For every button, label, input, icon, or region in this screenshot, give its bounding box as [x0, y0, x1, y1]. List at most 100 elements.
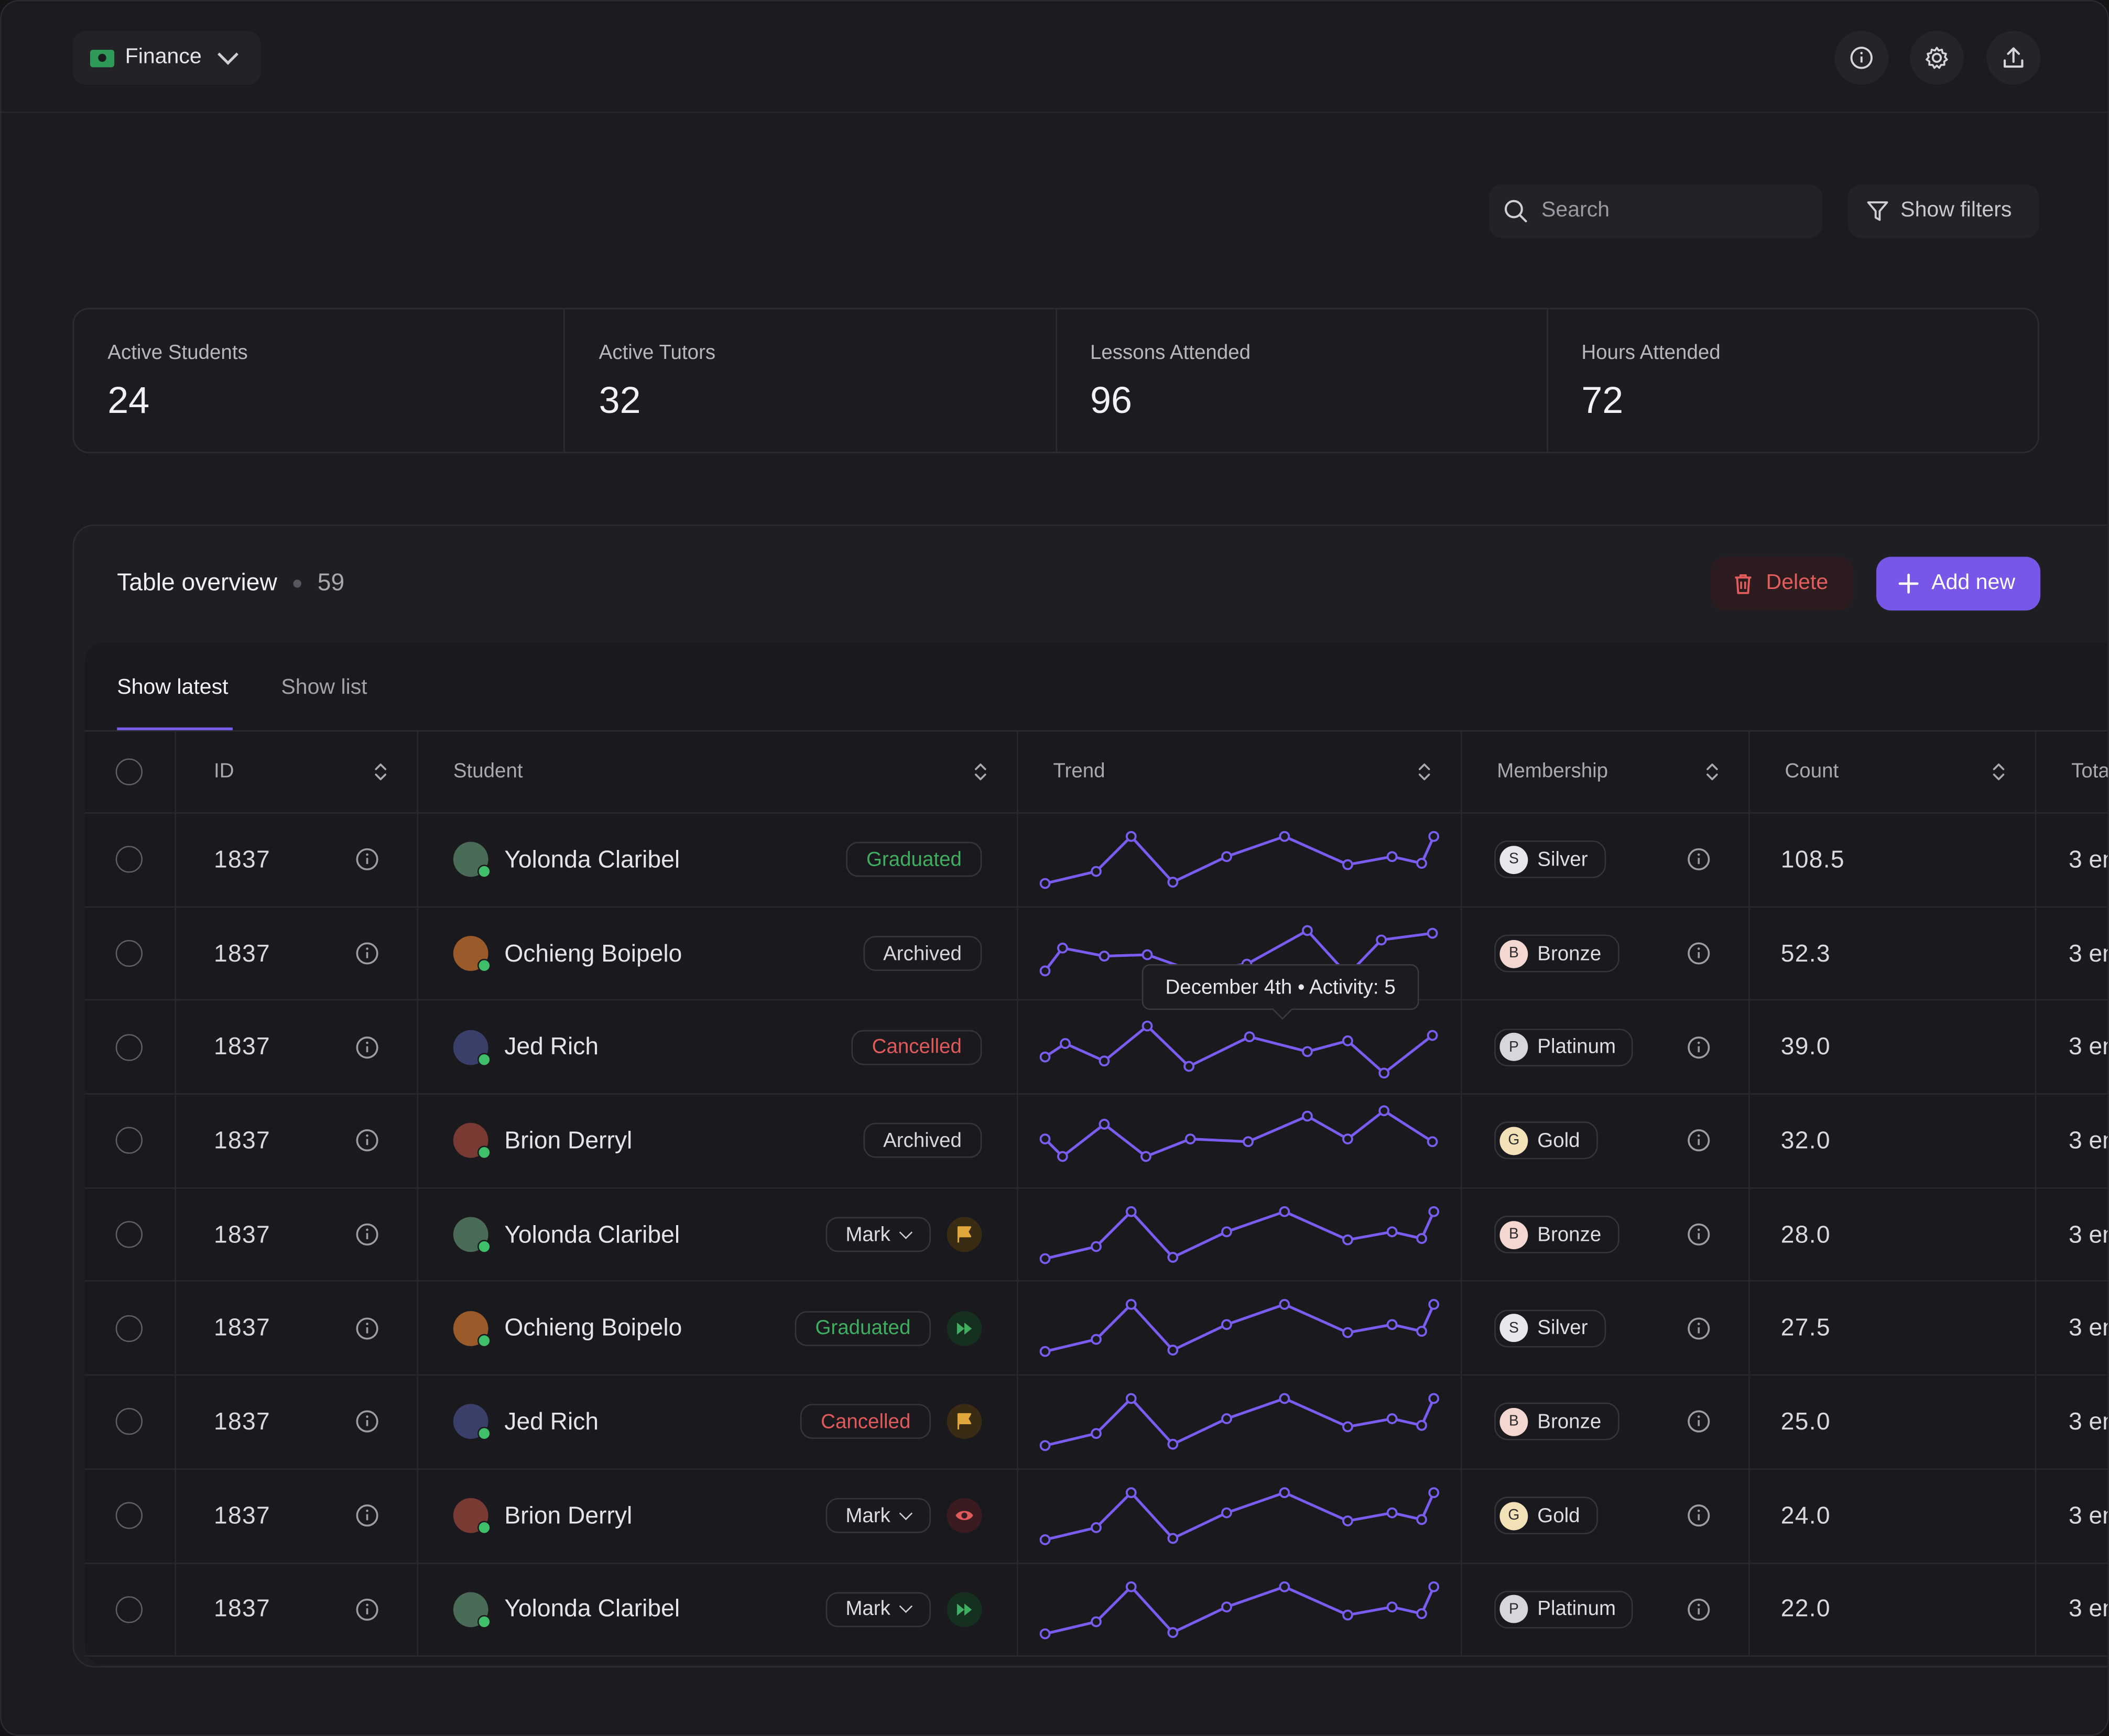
header-id[interactable]: ID	[176, 730, 419, 813]
flag-button[interactable]	[947, 1404, 982, 1440]
search-input[interactable]: Search	[1488, 184, 1823, 238]
row-checkbox[interactable]	[115, 1596, 143, 1623]
trend-sparkline[interactable]	[1018, 1469, 1462, 1564]
header-membership[interactable]: Membership	[1462, 730, 1750, 813]
stat-lessons-attended: Lessons Attended 96	[1057, 309, 1548, 452]
forward-button[interactable]	[947, 1311, 982, 1346]
tab-show-latest[interactable]: Show latest	[117, 676, 229, 700]
table-row[interactable]: 1837 Jed Rich Cancelled B Bronze	[84, 1375, 2108, 1470]
id-info-button[interactable]	[355, 1316, 379, 1347]
membership-info-button[interactable]	[1687, 848, 1711, 879]
forward-button[interactable]	[947, 1592, 982, 1627]
row-checkbox[interactable]	[115, 1221, 143, 1248]
header-trend[interactable]: Trend	[1018, 730, 1462, 813]
trend-point	[1099, 1056, 1110, 1067]
student-name[interactable]: Yolonda Claribel	[504, 1595, 680, 1622]
total-cell: 3 en	[2036, 1376, 2107, 1468]
eye-button[interactable]	[947, 1498, 982, 1533]
info-icon	[356, 1598, 378, 1621]
membership-info-button[interactable]	[1687, 1504, 1711, 1535]
table-row[interactable]: 1837 Brion Derryl Archived G Gold	[84, 1095, 2108, 1189]
student-name[interactable]: Ochieng Boipelo	[504, 939, 682, 966]
membership-info-button[interactable]	[1687, 1316, 1711, 1347]
id-info-button[interactable]	[355, 1504, 379, 1535]
trend-sparkline[interactable]	[1018, 1563, 1462, 1657]
header-total[interactable]: Tota	[2036, 730, 2107, 813]
table-row[interactable]: 1837 Jed Rich Cancelled P Platinum	[84, 1001, 2108, 1095]
id-info-button[interactable]	[355, 1129, 379, 1160]
membership-info-button[interactable]	[1687, 1597, 1711, 1628]
row-checkbox[interactable]	[115, 1409, 143, 1436]
table-row[interactable]: 1837 Yolonda Claribel Graduated S Silver	[84, 813, 2108, 908]
flag-button[interactable]	[947, 1217, 982, 1252]
status-area: Archived	[863, 1123, 982, 1159]
status-badge[interactable]: Mark	[825, 1592, 931, 1627]
table-row[interactable]: 1837 Ochieng Boipelo Archived B Bronze	[84, 907, 2108, 1001]
settings-button[interactable]	[1910, 31, 1964, 85]
tab-show-list[interactable]: Show list	[281, 676, 367, 700]
status-badge[interactable]: Mark	[825, 1498, 931, 1533]
id-info-button[interactable]	[355, 1222, 379, 1253]
membership-info-button[interactable]	[1687, 1410, 1711, 1441]
header-student[interactable]: Student	[418, 730, 1018, 813]
delete-button[interactable]: Delete	[1711, 556, 1854, 611]
trend-sparkline[interactable]	[1018, 1095, 1462, 1189]
row-checkbox[interactable]	[115, 846, 143, 874]
id-info-button[interactable]	[355, 848, 379, 879]
id-info-button[interactable]	[355, 1035, 379, 1066]
student-name[interactable]: Jed Rich	[504, 1407, 599, 1435]
row-checkbox[interactable]	[115, 1033, 143, 1061]
stat-label: Lessons Attended	[1090, 341, 1251, 365]
student-name[interactable]: Yolonda Claribel	[504, 1220, 680, 1248]
trend-point	[1125, 1300, 1137, 1311]
info-icon	[356, 1130, 378, 1152]
trend-point	[1142, 948, 1153, 960]
id-info-button[interactable]	[355, 1597, 379, 1628]
row-checkbox[interactable]	[115, 1127, 143, 1154]
row-checkbox[interactable]	[115, 940, 143, 967]
membership-info-button[interactable]	[1687, 1035, 1711, 1066]
student-name[interactable]: Jed Rich	[504, 1033, 599, 1060]
membership-info-button[interactable]	[1687, 941, 1711, 972]
membership-info-button[interactable]	[1687, 1222, 1711, 1253]
membership-letter: B	[1499, 939, 1528, 968]
workspace-switcher[interactable]: Finance	[72, 31, 261, 85]
info-button[interactable]	[1834, 31, 1889, 85]
trend-sparkline[interactable]	[1018, 1188, 1462, 1283]
id-info-button[interactable]	[355, 1410, 379, 1441]
trend-point	[1342, 1327, 1353, 1339]
membership-info-button[interactable]	[1687, 1129, 1711, 1160]
show-filters-button[interactable]: Show filters	[1848, 184, 2039, 238]
stat-value: 32	[599, 379, 641, 421]
table-row[interactable]: 1837 Ochieng Boipelo Graduated S Silver	[84, 1282, 2108, 1377]
row-checkbox[interactable]	[115, 1502, 143, 1530]
export-button[interactable]	[1986, 31, 2041, 85]
id-info-button[interactable]	[355, 941, 379, 972]
student-name[interactable]: Brion Derryl	[504, 1501, 633, 1529]
student-name[interactable]: Yolonda Claribel	[504, 845, 680, 873]
student-name[interactable]: Brion Derryl	[504, 1127, 633, 1154]
trend-point	[1091, 1240, 1102, 1252]
trend-point	[1342, 859, 1353, 870]
money-icon	[90, 49, 115, 67]
row-checkbox[interactable]	[115, 1315, 143, 1342]
select-all-checkbox[interactable]	[115, 758, 143, 785]
student-name[interactable]: Ochieng Boipelo	[504, 1314, 682, 1341]
status-label: Cancelled	[821, 1410, 911, 1434]
add-new-button[interactable]: Add new	[1876, 556, 2041, 611]
trend-sparkline[interactable]	[1018, 1376, 1462, 1470]
trend-sparkline[interactable]	[1018, 814, 1462, 908]
status-badge[interactable]: Mark	[825, 1217, 931, 1252]
trend-sparkline[interactable]	[1018, 1282, 1462, 1377]
membership-badge: P Platinum	[1494, 1590, 1634, 1629]
avatar	[453, 1217, 491, 1254]
table-row[interactable]: 1837 Yolonda Claribel Mark P Platinum	[84, 1563, 2108, 1657]
stat-label: Hours Attended	[1581, 341, 1721, 365]
table-row[interactable]: 1837 Brion Derryl Mark G Gold	[84, 1469, 2108, 1564]
header-count[interactable]: Count	[1750, 730, 2037, 813]
info-icon	[356, 942, 378, 965]
table-row[interactable]: 1837 Yolonda Claribel Mark B Bronze	[84, 1188, 2108, 1283]
trend-point	[1125, 1580, 1137, 1592]
trend-point	[1167, 1439, 1179, 1450]
trend-sparkline[interactable]	[1018, 1001, 1462, 1095]
